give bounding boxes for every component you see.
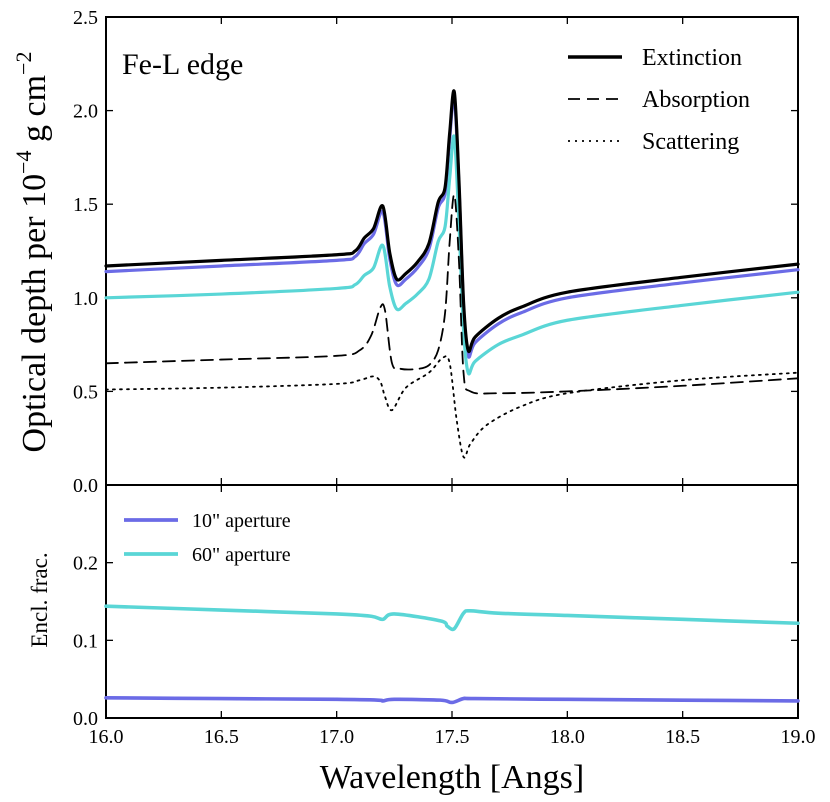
bottom-ticks: 16.0 16.5 17.0 17.5 18.0 18.5 19.0 0.0 0.1 0.2 (73, 485, 816, 748)
edge-annotation: Fe-L edge (122, 48, 243, 81)
top-panel: 0.0 0.5 1.0 1.5 2.0 2.5 Fe-L edge Extinction A… (73, 7, 800, 497)
bottom-y-tick-label: 0.2 (73, 553, 98, 575)
x-axis-label: Wavelength [Angs] (320, 759, 584, 796)
bottom-y-axis-label: Encl. frac. (27, 552, 52, 647)
x-tick-label: 17.0 (319, 726, 354, 748)
top-y-tick-label: 2.5 (73, 7, 98, 29)
series-line-absorption (105, 193, 799, 395)
top-legend: Extinction Absorption Scattering (568, 45, 750, 155)
ylabel-exponent-2: −2 (11, 52, 36, 75)
x-tick-label: 16.5 (204, 726, 239, 748)
series-line-60-aperture (104, 134, 800, 376)
legend-label: 10" aperture (192, 510, 291, 532)
top-y-tick-label: 2.0 (73, 101, 98, 123)
top-y-axis-label: Optical depth per 10−4 g cm−2 (11, 52, 53, 453)
bottom-y-tick-label: 0.0 (73, 708, 98, 730)
top-y-tick-label: 1.0 (73, 288, 98, 310)
x-tick-label: 18.5 (665, 726, 700, 748)
legend-label: 60" aperture (192, 544, 291, 566)
x-tick-label: 17.5 (435, 726, 470, 748)
top-series (104, 89, 800, 459)
x-tick-label: 16.0 (89, 726, 124, 748)
top-y-tick-label: 0.0 (73, 475, 98, 497)
series-line-scattering (105, 355, 799, 459)
top-y-tick-label: 1.5 (73, 194, 98, 216)
ylabel-main: Optical depth per 10 (16, 174, 53, 453)
series-line-10-aperture (104, 696, 800, 705)
ylabel-tail: g cm (16, 75, 53, 151)
series-line-60-aperture (104, 604, 800, 632)
top-y-tick-label: 0.5 (73, 381, 98, 403)
x-tick-label: 19.0 (781, 726, 816, 748)
series-line-extinction (104, 89, 800, 354)
bottom-series (104, 604, 800, 705)
legend-label: Scattering (642, 129, 739, 155)
x-tick-label: 18.0 (550, 726, 585, 748)
bottom-y-tick-label: 0.1 (73, 630, 98, 652)
legend-label: Absorption (642, 87, 750, 113)
bottom-panel: 16.0 16.5 17.0 17.5 18.0 18.5 19.0 0.0 0.1 0.2 10… (73, 484, 816, 748)
legend-label: Extinction (642, 45, 742, 71)
series-line-10-aperture (104, 94, 800, 359)
bottom-legend: 10" aperture 60" aperture (124, 510, 291, 566)
ylabel-exponent: −4 (11, 151, 36, 174)
